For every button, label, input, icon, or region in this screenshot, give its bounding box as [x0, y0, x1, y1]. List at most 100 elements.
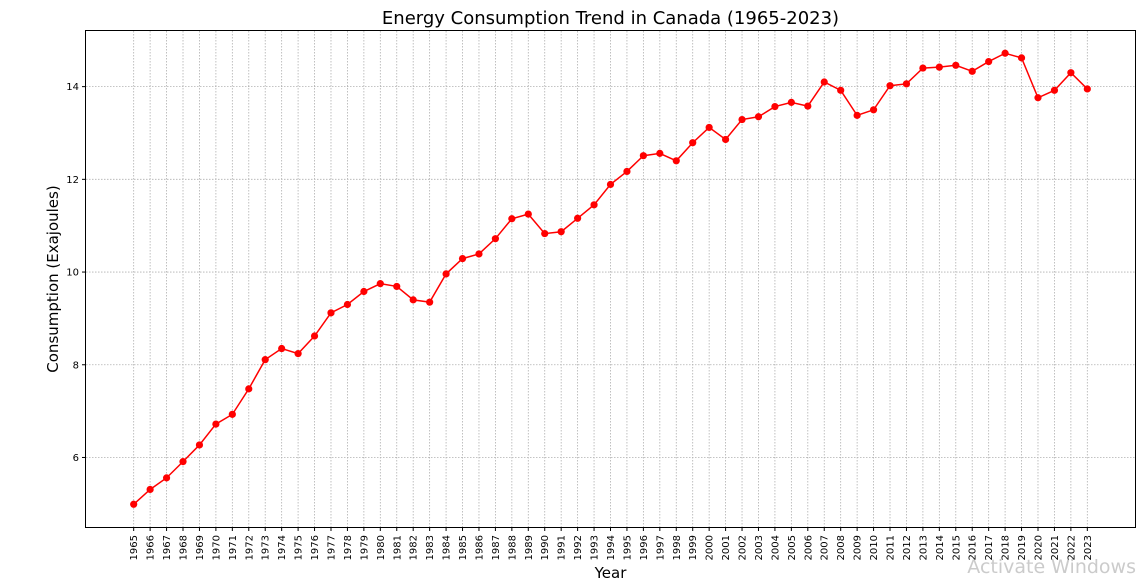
x-tick-label: 1998 — [672, 535, 683, 560]
data-point — [919, 64, 927, 72]
x-tick-label: 1983 — [425, 535, 436, 560]
data-point — [590, 201, 598, 209]
x-tick-label: 2016 — [968, 535, 979, 560]
data-point — [245, 385, 253, 393]
y-axis-label: Consumption (Exajoules) — [44, 185, 62, 372]
data-point — [985, 57, 993, 66]
activate-windows-watermark: Activate Windows — [967, 556, 1136, 578]
x-tick-label: 1984 — [442, 535, 453, 560]
y-tick-label: 14 — [66, 82, 79, 93]
x-tick-label: 1974 — [277, 535, 288, 560]
x-tick-label: 2003 — [754, 535, 765, 560]
data-point — [639, 152, 647, 160]
x-tick-label: 1966 — [146, 535, 157, 560]
x-tick-label: 2010 — [869, 535, 880, 560]
data-point — [820, 78, 828, 86]
x-tick-label: 2015 — [951, 535, 962, 560]
data-point — [771, 102, 779, 111]
x-tick-label: 2022 — [1066, 535, 1077, 560]
x-tick-label: 2017 — [984, 535, 995, 560]
data-point — [475, 250, 483, 258]
data-point — [1017, 54, 1026, 62]
x-tick-label: 2020 — [1033, 535, 1044, 560]
x-tick-label: 2018 — [1001, 535, 1012, 560]
x-tick-label: 2012 — [902, 535, 913, 560]
data-point — [376, 280, 384, 288]
x-tick-label: 1981 — [392, 535, 403, 560]
data-point — [1067, 69, 1075, 77]
x-tick-label: 2001 — [721, 535, 732, 560]
x-tick-label: 1991 — [557, 535, 568, 560]
data-point — [902, 80, 911, 88]
x-tick-label: 1993 — [590, 535, 601, 560]
data-point — [721, 135, 730, 144]
x-tick-label: 2004 — [770, 535, 781, 560]
data-point — [952, 61, 960, 69]
data-point — [606, 180, 615, 189]
x-tick-label: 1975 — [294, 535, 305, 560]
data-point — [261, 356, 269, 364]
data-point — [787, 98, 795, 106]
data-point — [672, 157, 680, 165]
x-tick-label: 1969 — [195, 535, 206, 560]
grid — [86, 31, 1135, 527]
x-axis-label: Year — [594, 564, 628, 582]
y-axis-ticks: 6 8 10 12 14 — [66, 82, 86, 464]
x-tick-label: 1967 — [162, 535, 173, 560]
data-point — [294, 350, 302, 358]
data-point — [195, 441, 204, 449]
x-tick-label: 2006 — [803, 535, 814, 560]
x-tick-label: 1980 — [376, 535, 387, 560]
x-tick-label: 2014 — [935, 535, 946, 560]
data-point — [212, 420, 220, 428]
chart-title: Energy Consumption Trend in Canada (1965… — [382, 8, 839, 29]
data-point — [968, 67, 976, 75]
data-point — [1034, 94, 1042, 102]
data-point — [886, 82, 894, 90]
x-tick-label: 1994 — [606, 535, 617, 560]
x-tick-label: 1997 — [655, 535, 666, 560]
data-point — [574, 214, 582, 222]
data-point — [310, 332, 319, 340]
x-tick-label: 1999 — [688, 535, 699, 560]
y-tick-label: 8 — [73, 360, 79, 371]
x-tick-label: 1995 — [622, 535, 633, 560]
x-tick-label: 2013 — [918, 535, 929, 560]
data-point — [278, 344, 286, 353]
data-point — [623, 167, 631, 176]
data-point — [393, 282, 401, 291]
data-point — [524, 210, 532, 218]
data-point — [360, 287, 368, 296]
x-tick-label: 2000 — [705, 535, 716, 560]
data-point — [327, 309, 335, 317]
data-point — [458, 255, 467, 263]
data-point — [557, 228, 565, 236]
x-tick-label: 1973 — [261, 535, 272, 560]
x-tick-label: 1996 — [639, 535, 650, 560]
x-tick-label: 1987 — [491, 535, 502, 560]
x-tick-label: 2011 — [886, 535, 897, 560]
x-axis-ticks: 1965 1966 1967 1968 1969 1970 1971 1972 1973 1974… — [129, 527, 1094, 560]
data-point — [491, 235, 500, 243]
data-point — [162, 474, 171, 482]
data-point — [442, 270, 450, 278]
data-point — [869, 106, 878, 114]
data-point — [738, 115, 746, 124]
x-tick-label: 2007 — [820, 535, 831, 560]
x-tick-label: 1985 — [458, 535, 469, 560]
series-consumption — [130, 49, 1091, 508]
x-tick-label: 1965 — [129, 535, 140, 560]
x-tick-label: 2008 — [836, 535, 847, 560]
x-tick-label: 1977 — [326, 535, 337, 560]
x-tick-label: 1986 — [474, 535, 485, 560]
data-point — [508, 215, 516, 223]
data-point — [130, 500, 138, 508]
data-point — [541, 229, 549, 238]
x-tick-label: 2005 — [787, 535, 798, 560]
data-point — [179, 458, 187, 466]
y-tick-label: 12 — [66, 175, 79, 186]
x-tick-label: 1982 — [409, 535, 420, 560]
data-point — [343, 300, 352, 309]
x-tick-label: 2019 — [1017, 535, 1028, 560]
